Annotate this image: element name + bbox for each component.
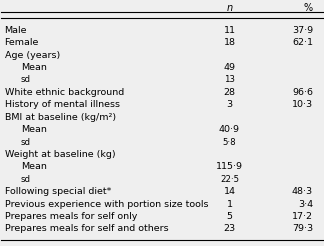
Text: Mean: Mean — [21, 162, 47, 171]
Text: Mean: Mean — [21, 125, 47, 134]
Text: 48·3: 48·3 — [292, 187, 313, 196]
Text: 1: 1 — [226, 200, 232, 209]
Text: n: n — [226, 3, 233, 13]
Text: Following special diet*: Following special diet* — [5, 187, 111, 196]
Text: sd: sd — [21, 138, 31, 147]
Text: Prepares meals for self and others: Prepares meals for self and others — [5, 224, 168, 233]
Text: 5·8: 5·8 — [223, 138, 236, 147]
Text: Weight at baseline (kg): Weight at baseline (kg) — [5, 150, 115, 159]
Text: 79·3: 79·3 — [292, 224, 313, 233]
Text: Prepares meals for self only: Prepares meals for self only — [5, 212, 137, 221]
Text: 22·5: 22·5 — [220, 175, 239, 184]
Text: 3: 3 — [226, 100, 233, 109]
Text: 5: 5 — [226, 212, 232, 221]
Text: Previous experience with portion size tools: Previous experience with portion size to… — [5, 200, 208, 209]
Text: 10·3: 10·3 — [292, 100, 313, 109]
Text: History of mental illness: History of mental illness — [5, 100, 120, 109]
Text: 3·4: 3·4 — [298, 200, 313, 209]
Text: Mean: Mean — [21, 63, 47, 72]
Text: sd: sd — [21, 76, 31, 84]
Text: 18: 18 — [224, 38, 236, 47]
Text: 40·9: 40·9 — [219, 125, 240, 134]
Text: 115·9: 115·9 — [216, 162, 243, 171]
Text: 13: 13 — [224, 76, 235, 84]
Text: Age (years): Age (years) — [5, 51, 60, 60]
Text: 37·9: 37·9 — [292, 26, 313, 35]
Text: 23: 23 — [223, 224, 236, 233]
Text: 96·6: 96·6 — [292, 88, 313, 97]
Text: 11: 11 — [224, 26, 236, 35]
Text: White ethnic background: White ethnic background — [5, 88, 124, 97]
Text: %: % — [304, 3, 313, 13]
Text: 49: 49 — [224, 63, 236, 72]
Text: 28: 28 — [224, 88, 236, 97]
Text: 14: 14 — [224, 187, 236, 196]
Text: sd: sd — [21, 175, 31, 184]
Text: BMI at baseline (kg/m²): BMI at baseline (kg/m²) — [5, 113, 116, 122]
Text: Male: Male — [5, 26, 27, 35]
Text: 62·1: 62·1 — [292, 38, 313, 47]
Text: 17·2: 17·2 — [292, 212, 313, 221]
Text: Female: Female — [5, 38, 39, 47]
